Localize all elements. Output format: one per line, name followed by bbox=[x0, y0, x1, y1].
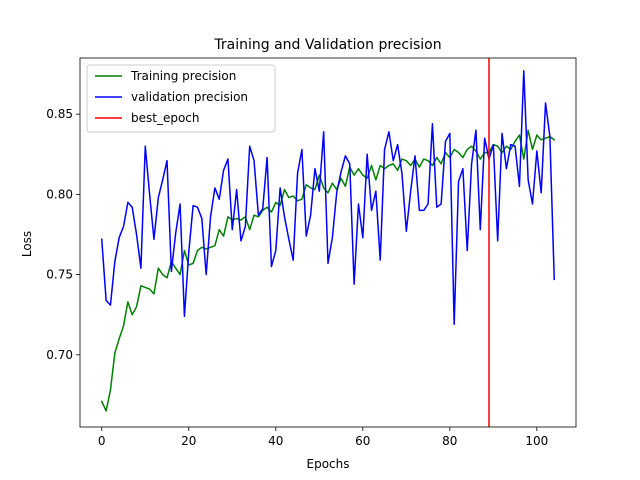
axes-frame bbox=[79, 57, 577, 428]
plot-area bbox=[79, 57, 577, 428]
x-axis-title: Epochs bbox=[307, 457, 350, 471]
x-tick-label-4: 80 bbox=[442, 434, 457, 448]
axes-ticks: 0 20 40 60 80 100 0.70 0.75 0.80 0.85 bbox=[46, 107, 548, 448]
y-tick-label-3: 0.85 bbox=[46, 107, 73, 121]
x-tick-label-0: 0 bbox=[98, 434, 106, 448]
x-tick-label-1: 20 bbox=[181, 434, 196, 448]
x-tick-label-3: 60 bbox=[355, 434, 370, 448]
legend-label-2: best_epoch bbox=[131, 111, 200, 125]
y-tick-label-0: 0.70 bbox=[46, 348, 73, 362]
series-layer bbox=[100, 58, 556, 427]
legend-box bbox=[86, 64, 276, 133]
y-tick-label-1: 0.75 bbox=[46, 268, 73, 282]
chart-title: Training and Validation precision bbox=[213, 37, 441, 53]
series-line-1 bbox=[100, 70, 556, 326]
legend-label-1: validation precision bbox=[131, 90, 248, 104]
x-tick-label-2: 40 bbox=[268, 434, 283, 448]
x-tick-label-5: 100 bbox=[525, 434, 548, 448]
y-tick-label-2: 0.80 bbox=[46, 187, 73, 201]
y-axis-title: Loss bbox=[20, 231, 34, 257]
series-line-0 bbox=[100, 129, 556, 412]
legend-label-0: Training precision bbox=[130, 69, 236, 83]
legend: Training precision validation precision be… bbox=[86, 64, 276, 133]
